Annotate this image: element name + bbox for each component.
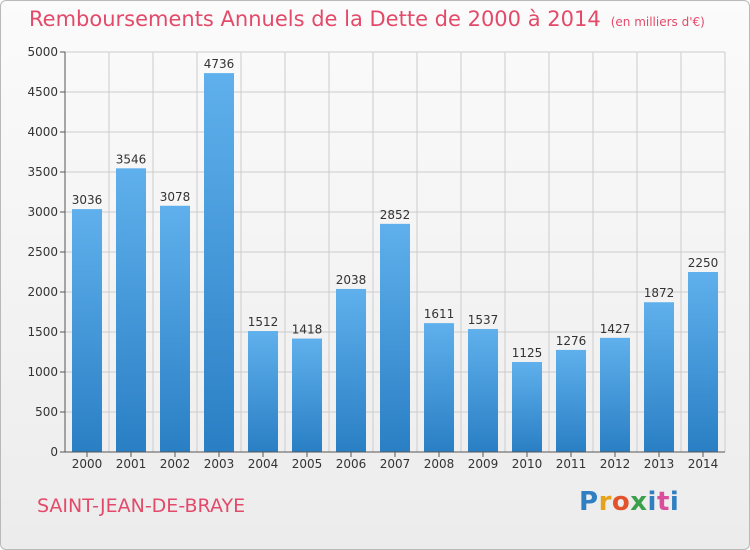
logo-letter: o <box>611 487 631 517</box>
y-tick-label: 2500 <box>27 245 58 259</box>
x-tick-label: 2008 <box>424 457 455 471</box>
x-tick-label: 2012 <box>600 457 631 471</box>
bar-2014 <box>688 272 718 452</box>
y-tick-label: 3000 <box>27 205 58 219</box>
bar-2003 <box>204 73 234 453</box>
y-tick-label: 0 <box>50 445 58 459</box>
data-label: 1872 <box>644 286 675 300</box>
x-tick-label: 2000 <box>72 457 103 471</box>
data-label: 2038 <box>336 273 367 287</box>
bar-2005 <box>292 338 322 452</box>
data-label: 1427 <box>600 322 631 336</box>
y-tick-label: 4000 <box>27 125 58 139</box>
bar-2001 <box>116 168 146 452</box>
y-tick-label: 1000 <box>27 365 58 379</box>
x-tick-label: 2001 <box>116 457 147 471</box>
data-label: 2250 <box>688 256 719 270</box>
logo-letter: P <box>579 487 599 517</box>
x-tick-label: 2013 <box>644 457 675 471</box>
x-tick-label: 2007 <box>380 457 411 471</box>
data-label: 1512 <box>248 315 279 329</box>
x-tick-label: 2004 <box>248 457 279 471</box>
bar-2009 <box>468 329 498 452</box>
data-label: 1418 <box>292 323 323 337</box>
chart-title-block: Remboursements Annuels de la Dette de 20… <box>29 7 705 31</box>
bar-2000 <box>72 209 102 452</box>
data-label: 3546 <box>116 152 147 166</box>
chart-unit: (en milliers d'€) <box>610 15 705 29</box>
bar-2007 <box>380 223 410 452</box>
data-label: 3078 <box>160 190 191 204</box>
bar-2008 <box>424 323 454 452</box>
city-name: SAINT-JEAN-DE-BRAYE <box>37 495 246 517</box>
bar-2011 <box>556 349 586 452</box>
x-tick-label: 2005 <box>292 457 323 471</box>
data-label: 2852 <box>380 208 411 222</box>
y-tick-label: 1500 <box>27 325 58 339</box>
data-label: 4736 <box>204 57 235 71</box>
axes: 0 500 1000 1500 2000 2500 3000 3500 4000 4500 5000… <box>27 45 725 471</box>
data-label: 1125 <box>512 346 543 360</box>
x-tick-label: 2003 <box>204 457 235 471</box>
logo-letter: i <box>647 487 657 517</box>
y-tick-label: 3500 <box>27 165 58 179</box>
y-tick-label: 5000 <box>27 45 58 59</box>
logo-letter: r <box>598 487 612 517</box>
bar-2006 <box>336 288 366 452</box>
data-label: 1611 <box>424 307 455 321</box>
logo-letter: i <box>669 487 680 517</box>
bar-2012 <box>600 337 630 452</box>
y-tick-label: 2000 <box>27 285 58 299</box>
chart-title: Remboursements Annuels de la Dette de 20… <box>29 7 601 31</box>
bar-2004 <box>248 331 278 452</box>
logo-letter: x <box>630 487 648 517</box>
bar-2002 <box>160 205 190 452</box>
bar-2010 <box>512 362 542 452</box>
data-label: 1537 <box>468 313 499 327</box>
x-tick-label: 2009 <box>468 457 499 471</box>
x-tick-label: 2011 <box>556 457 587 471</box>
y-tick-label: 4500 <box>27 85 58 99</box>
data-label: 1276 <box>556 334 587 348</box>
x-tick-label: 2014 <box>688 457 719 471</box>
bars: 3036 3546 3078 4736 1512 1418 2038 2852 1611 1537… <box>72 57 719 453</box>
y-tick-label: 500 <box>35 405 58 419</box>
bar-2013 <box>644 302 674 452</box>
x-tick-label: 2010 <box>512 457 543 471</box>
logo-letter: t <box>656 487 670 517</box>
data-label: 3036 <box>72 193 103 207</box>
x-tick-label: 2006 <box>336 457 367 471</box>
proxiti-logo: Proxiti <box>579 487 679 517</box>
x-tick-label: 2002 <box>160 457 191 471</box>
